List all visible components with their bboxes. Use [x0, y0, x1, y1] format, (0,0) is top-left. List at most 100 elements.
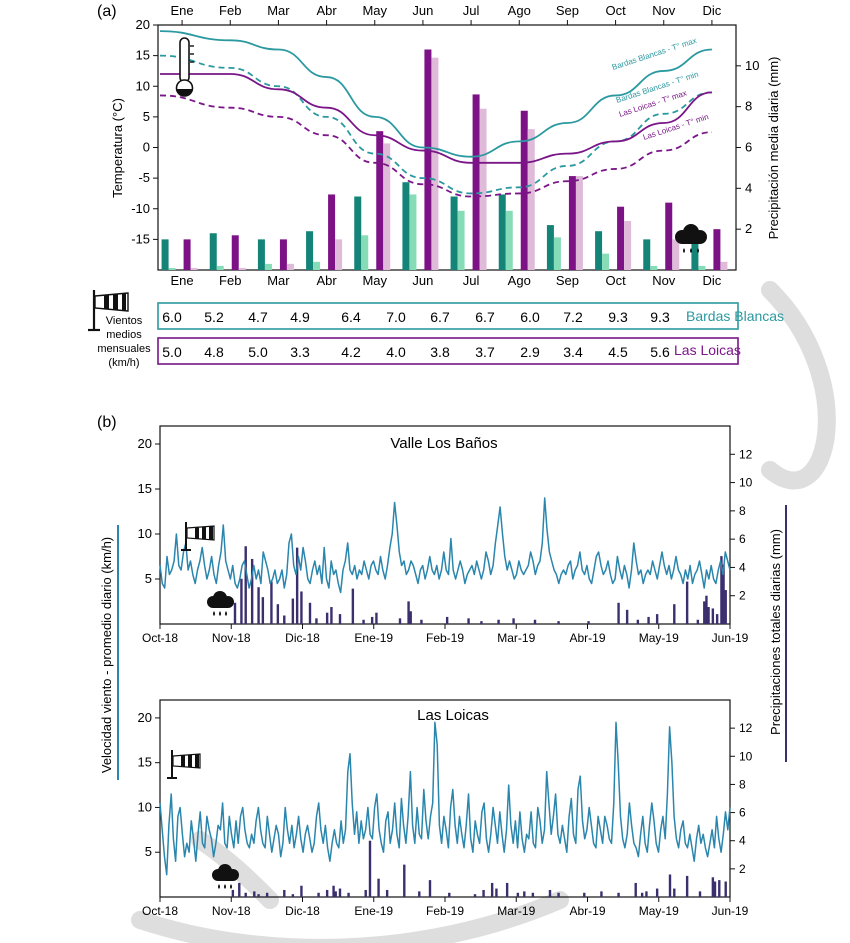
b-precip-bar — [617, 892, 620, 897]
wind-row-bardas-frame — [157, 302, 739, 330]
b-precip-bar — [467, 618, 470, 624]
b-xtick-label: Ene-19 — [354, 904, 393, 918]
a-xtick-label-bottom: May — [362, 273, 387, 288]
watermark — [131, 281, 836, 943]
b-precip-bar — [523, 891, 526, 897]
b-precip-bar — [276, 604, 280, 624]
wind-value: 6.4 — [341, 309, 361, 325]
b-precip-bar — [711, 608, 715, 624]
b-precip-bar — [645, 891, 648, 897]
a-precip-bar — [238, 267, 246, 270]
a-precip-bar — [376, 131, 384, 270]
b-precip-bar — [617, 602, 620, 624]
a-precip-bar — [209, 233, 217, 270]
wind-value: 7.2 — [563, 309, 583, 325]
b-precip-bar — [325, 889, 329, 897]
b-precip-bar — [685, 875, 689, 897]
b-precip-bar — [257, 587, 260, 624]
wind-table-values: 6.0 5.2 4.7 4.9 6.4 7.0 6.7 6.7 6.0 7.2 9.3 9.3 5.0 4… — [162, 309, 670, 360]
b-precip-bar — [647, 616, 650, 624]
a-xtick-label-bottom: Mar — [267, 273, 290, 288]
a-temp-line — [159, 54, 712, 195]
b-precip-bar — [317, 892, 320, 897]
b-precip-bar — [715, 614, 719, 624]
b-precip-bar — [300, 885, 303, 897]
a-ytick-label-left: 0 — [143, 140, 150, 155]
b-precip-bar — [533, 619, 537, 624]
b-precip-bar — [495, 888, 498, 897]
b-wind-line — [159, 497, 731, 594]
b-ytick-label-right: 6 — [739, 806, 746, 820]
b-precip-bar — [634, 882, 637, 897]
b-precip-bar — [724, 590, 727, 624]
a-precip-bar — [402, 182, 410, 270]
b-precip-bar — [250, 558, 254, 624]
b-precip-bar — [705, 595, 708, 624]
a-ytick-label-left: -10 — [131, 201, 150, 216]
wind-table: Vientos medios mensuales (km/h) 6.0 5.2 4.… — [88, 290, 784, 369]
wind-row-loicas-name: Las Loicas — [674, 342, 741, 358]
thermometer-icon — [175, 37, 194, 97]
panel-b-ylabel-left: Velocidad viento - promedio diario (km/h… — [99, 525, 119, 780]
b-precip-bar — [531, 892, 535, 897]
a-xtick-label-top: Dic — [703, 3, 722, 18]
wind-label-line1: Vientos — [106, 315, 143, 327]
a-xtick-label-bottom: Sep — [556, 273, 579, 288]
b-precip-bar — [233, 602, 237, 624]
a-xtick-label-bottom: Jun — [412, 273, 433, 288]
a-ytick-label-right: 6 — [745, 140, 752, 155]
a-precip-bar — [279, 239, 287, 270]
b-precip-bar — [338, 888, 342, 897]
b-precip-bar — [480, 621, 483, 624]
b-ytick-label-right: 6 — [739, 532, 746, 546]
b-precip-bar — [707, 607, 710, 624]
panel-a-temp-lines — [159, 30, 712, 198]
b-xtick-label: Feb-19 — [426, 631, 464, 645]
b-precip-bar — [240, 578, 243, 624]
a-precip-bar — [498, 194, 506, 270]
b-xtick-label: Mar-19 — [497, 631, 535, 645]
b-precip-bar — [505, 882, 509, 897]
a-precip-bar — [168, 267, 176, 270]
a-xtick-label-top: Mar — [267, 3, 290, 18]
b-precip-bar — [334, 891, 337, 897]
panel-b-label: (b) — [97, 414, 117, 431]
b-precip-bar — [291, 598, 295, 624]
wind-value: 5.0 — [162, 344, 182, 360]
b-precip-bar — [668, 874, 672, 897]
a-precip-bar — [720, 261, 728, 270]
b-precip-bar — [231, 889, 235, 897]
a-precip-bar — [383, 143, 391, 270]
a-ytick-label-left: 5 — [143, 109, 150, 124]
panel-b-ylabel-left-text: Velocidad viento - promedio diario (km/h… — [99, 537, 114, 773]
b-precip-bar — [600, 891, 603, 897]
b-precip-bar — [291, 894, 295, 897]
a-precip-bar — [257, 239, 265, 270]
a-precip-bar — [161, 239, 169, 270]
b-precip-bar — [557, 621, 560, 624]
a-ytick-label-left: 15 — [136, 48, 150, 63]
a-temp-line — [159, 30, 712, 158]
b-precip-bar — [364, 889, 367, 897]
b-precip-bar — [270, 581, 273, 624]
a-precip-bar — [286, 263, 294, 270]
b-ytick-label-right: 10 — [739, 476, 753, 490]
a-precip-bar — [505, 210, 513, 270]
b-precip-bar — [375, 612, 378, 624]
b-ytick-label-right: 12 — [739, 447, 753, 461]
a-precip-bar — [520, 110, 528, 270]
b-precip-bar — [295, 547, 299, 624]
b-precip-bar — [257, 894, 260, 897]
b-precip-bar — [655, 614, 659, 624]
b-precip-bar — [655, 888, 659, 897]
b-precip-bar — [583, 892, 586, 897]
wind-value: 4.7 — [248, 309, 268, 325]
a-precip-bar — [568, 176, 576, 270]
a-precip-bar — [409, 194, 417, 270]
panel-a-axes: 20 15 10 5 0 -5 -10 -15 2 4 6 8 10 Ene Ene Feb Feb Mar Mar… — [131, 3, 759, 288]
b-precip-bar — [713, 881, 717, 897]
b-ytick-label-right: 12 — [739, 721, 753, 735]
b-precip-bar — [516, 892, 520, 897]
b-ytick-label-right: 8 — [739, 777, 746, 791]
